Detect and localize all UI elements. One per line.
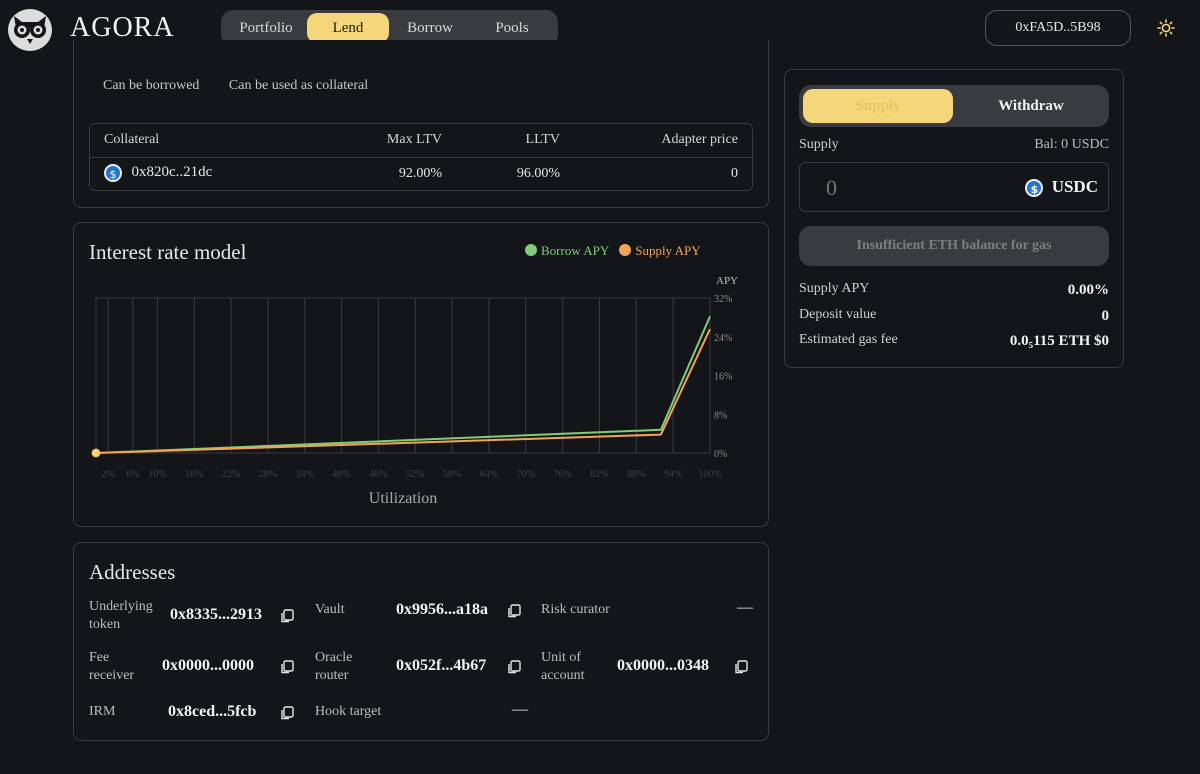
balance-text: Bal: 0 USDC: [1034, 137, 1109, 152]
x-tick-label: 88%: [627, 469, 645, 480]
x-tick-label: 94%: [664, 469, 682, 480]
stat-value-gas-fee: 0.0₅115 ETH $0: [1009, 333, 1109, 349]
legend-borrow[interactable]: Borrow APY: [525, 243, 609, 259]
supply-label: Supply: [799, 137, 839, 152]
x-tick-label: 64%: [480, 469, 498, 480]
copy-icon[interactable]: [507, 660, 521, 674]
table-header: Collateral Max LTV LLTV Adapter price: [90, 124, 752, 158]
usdc-token-icon: $: [104, 164, 122, 182]
irm-address[interactable]: 0x8ced...5fcb: [168, 703, 257, 720]
tag-borrowable: Can be borrowed: [103, 78, 200, 93]
interest-rate-card: [73, 222, 769, 527]
addresses-title: Addresses: [89, 560, 176, 584]
col-lltv: LLTV: [525, 132, 560, 147]
x-tick-label: 76%: [553, 469, 571, 480]
label-risk-curator: Risk curator: [541, 602, 610, 617]
copy-icon[interactable]: [280, 706, 294, 720]
y-axis-label: APY: [716, 275, 738, 287]
x-tick-label: 82%: [590, 469, 608, 480]
label-vault: Vault: [315, 602, 345, 617]
brand-name: AGORA: [70, 12, 175, 43]
origin-point: [91, 448, 101, 458]
interest-rate-chart: 2% 6% 10% 16% 22% 28% 34% 40% 46% 52% 58% 64% 70% 76%…: [91, 275, 738, 507]
copy-icon[interactable]: [734, 660, 748, 674]
tab-supply[interactable]: Supply: [803, 89, 953, 123]
chart-legend: Borrow APY Supply APY: [525, 243, 701, 259]
tab-portfolio[interactable]: Portfolio: [239, 20, 293, 36]
irm-title: Interest rate model: [89, 240, 247, 264]
copy-icon[interactable]: [280, 609, 294, 623]
borrow-apy-line: [95, 316, 711, 454]
sun-icon[interactable]: [1157, 19, 1175, 37]
collateral-table: Collateral Max LTV LLTV Adapter price $ …: [89, 123, 753, 191]
oracle-router-address[interactable]: 0x052f...4b67: [396, 657, 487, 674]
tab-pools[interactable]: Pools: [495, 20, 529, 36]
amount-field[interactable]: $ USDC: [799, 162, 1109, 212]
x-tick-label: 46%: [369, 469, 387, 480]
x-axis-label: Utilization: [369, 490, 437, 507]
y-tick-label: 16%: [714, 372, 732, 383]
hook-target-address: —: [512, 701, 528, 718]
tab-borrow[interactable]: Borrow: [407, 20, 453, 36]
supply-apy-line: [95, 328, 711, 454]
y-tick-label: 24%: [714, 333, 732, 344]
y-tick-label: 0%: [714, 449, 727, 460]
lltv-value: 96.00%: [516, 166, 560, 181]
collateral-asset[interactable]: $ 0x820c..21dc: [104, 164, 212, 182]
stat-label-gas-fee: Estimated gas fee: [799, 332, 898, 347]
x-tick-label: 16%: [185, 469, 203, 480]
x-tick-label: 10%: [148, 469, 166, 480]
legend-supply[interactable]: Supply APY: [619, 243, 701, 259]
amount-input[interactable]: [826, 175, 966, 201]
usdc-token-icon: $: [1025, 179, 1044, 198]
x-tick-label: 40%: [332, 469, 350, 480]
market-info-card: [73, 40, 769, 208]
token-selector[interactable]: $ USDC: [1025, 177, 1098, 198]
market-tags: Can be borrowed Can be used as collatera…: [103, 78, 394, 94]
wallet-button[interactable]: 0xFA5D..5B98: [985, 10, 1131, 46]
x-tick-label: 52%: [406, 469, 424, 480]
label-hook-target: Hook target: [315, 704, 382, 719]
vault-address[interactable]: 0x9956...a18a: [396, 601, 488, 618]
unit-of-account-address[interactable]: 0x0000...0348: [617, 657, 709, 674]
copy-icon[interactable]: [507, 604, 521, 618]
x-tick-label: 22%: [222, 469, 240, 480]
col-collateral: Collateral: [104, 132, 160, 147]
fee-receiver-address[interactable]: 0x0000...0000: [162, 657, 254, 674]
submit-button[interactable]: Insufficient ETH balance for gas: [799, 226, 1109, 266]
label-underlying-token: Underlying token: [89, 599, 153, 632]
risk-curator-address: —: [737, 599, 753, 616]
x-tick-label: 34%: [296, 469, 314, 480]
max-ltv-value: 92.00%: [398, 166, 442, 181]
tag-collateral: Can be used as collateral: [228, 78, 369, 93]
x-tick-label: 28%: [259, 469, 277, 480]
copy-icon[interactable]: [280, 660, 294, 674]
stat-label-deposit-value: Deposit value: [799, 307, 877, 322]
x-tick-label: 70%: [517, 469, 535, 480]
underlying-token-address[interactable]: 0x8335...2913: [170, 606, 262, 623]
owl-logo-icon[interactable]: [6, 6, 54, 52]
stat-value-supply-apy: 0.00%: [1067, 282, 1109, 298]
stat-label-supply-apy: Supply APY: [799, 281, 870, 296]
x-tick-label: 100%: [698, 469, 721, 480]
tab-lend[interactable]: Lend: [307, 13, 389, 43]
col-max-ltv: Max LTV: [386, 132, 442, 147]
y-tick-label: 8%: [714, 410, 727, 421]
label-unit-of-account: Unit of account: [541, 650, 585, 683]
table-row[interactable]: $ 0x820c..21dc 92.00% 96.00% 0: [90, 158, 752, 192]
label-fee-receiver: Fee receiver: [89, 650, 135, 683]
x-tick-label: 6%: [126, 469, 139, 480]
label-oracle-router: Oracle router: [315, 650, 353, 683]
x-tick-label: 58%: [443, 469, 461, 480]
tab-withdraw[interactable]: Withdraw: [998, 98, 1064, 114]
addresses-card: [73, 542, 769, 741]
y-tick-label: 32%: [714, 294, 732, 305]
plot-area: [95, 297, 711, 454]
adapter-price-value: 0: [731, 166, 738, 181]
col-adapter-price: Adapter price: [661, 132, 738, 147]
label-irm: IRM: [89, 704, 116, 719]
supply-withdraw-toggle: Supply Withdraw: [799, 85, 1109, 127]
x-tick-label: 2%: [102, 469, 115, 480]
stat-value-deposit-value: 0: [1101, 308, 1110, 324]
